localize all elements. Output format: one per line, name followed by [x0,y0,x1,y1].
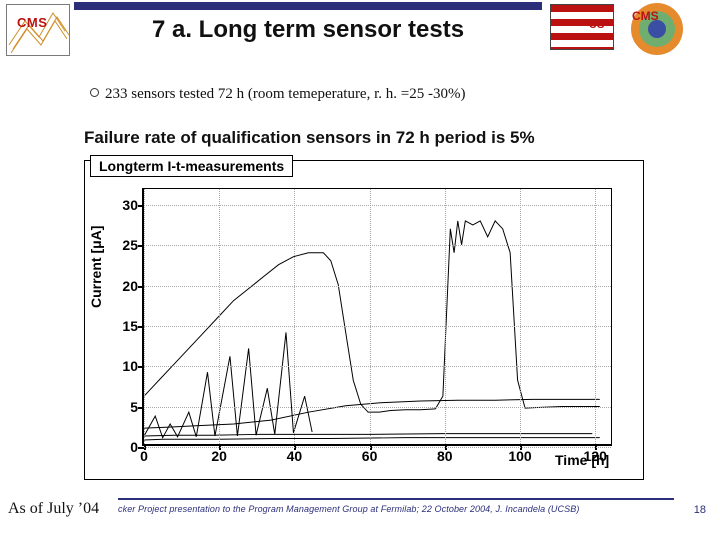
chart-plot-area: 020406080100120051015202530 [142,188,612,446]
series-s_block2 [435,221,599,409]
page-number: 18 [694,504,706,516]
series-s_baseline_a [144,438,600,440]
xtick-label: 120 [584,448,607,464]
slide-root: CMS 7 a. Long term sensor tests US CM [0,0,720,540]
series-s_spiky [144,332,312,437]
cms-logo-left: CMS [6,4,70,56]
bullet-text: 233 sensors tested 72 h (room temeperatu… [105,86,465,102]
us-flag-icon: US [550,4,614,50]
ytick-label: 10 [122,358,138,374]
ytick-label: 0 [130,439,138,455]
ytick-label: 15 [122,318,138,334]
chart-title: Longterm I-t-measurements [90,155,293,177]
xtick-label: 100 [508,448,531,464]
chart-ylabel: Current [μA] [88,226,104,308]
header-bluebar [74,2,542,10]
header: CMS 7 a. Long term sensor tests US CM [0,0,720,60]
xtick-label: 0 [140,448,148,464]
ytick-label: 30 [122,197,138,213]
bullet-line: 233 sensors tested 72 h (room temeperatu… [90,86,465,103]
header-right-logos: US CMS [550,2,714,56]
ytick-label: 25 [122,237,138,253]
subtitle-text: Failure rate of qualification sensors in… [84,128,535,148]
svg-text:CMS: CMS [632,9,659,23]
series-s_baseline_b [144,434,592,436]
footer-text: cker Project presentation to the Program… [118,504,579,514]
ytick-label: 20 [122,278,138,294]
cms-logo-label: CMS [17,15,47,30]
slide-title: 7 a. Long term sensor tests [74,16,542,44]
footer-rule [118,498,674,500]
xtick-label: 80 [437,448,453,464]
bullet-icon [90,88,99,97]
xtick-label: 40 [287,448,303,464]
xtick-label: 20 [211,448,227,464]
xtick-label: 60 [362,448,378,464]
asof-text: As of July ’04 [8,500,99,518]
cms-disk-icon: CMS [620,2,710,56]
ytick-label: 5 [130,399,138,415]
